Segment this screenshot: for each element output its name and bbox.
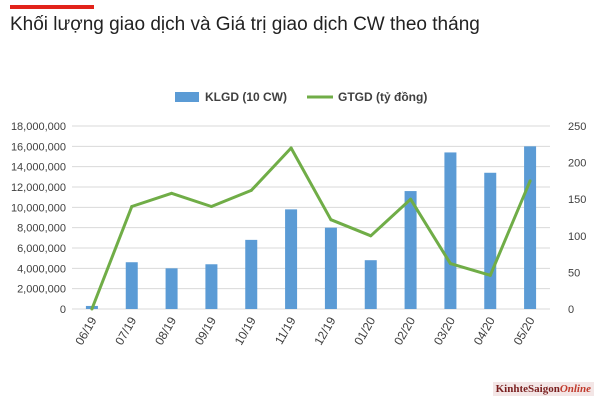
y-left-tick-label: 2,000,000 <box>17 284 66 296</box>
bar <box>165 268 178 309</box>
bar <box>205 264 218 309</box>
watermark-brand: KinhteSaigon <box>495 383 560 395</box>
line-point <box>209 205 213 209</box>
bar <box>285 209 298 309</box>
x-tick-label: 04/20 <box>471 314 498 347</box>
y-right-tick-label: 0 <box>568 304 574 316</box>
line-point <box>528 179 532 183</box>
y-left-tick-label: 0 <box>60 304 66 316</box>
y-right-tick-label: 50 <box>568 267 580 279</box>
bar <box>324 227 337 309</box>
x-tick-label: 08/19 <box>152 314 179 347</box>
line-point <box>90 307 94 311</box>
title-accent-bar <box>10 5 94 9</box>
legend-label-bar: KLGD (10 CW) <box>205 90 287 104</box>
y-left-tick-label: 4,000,000 <box>17 263 66 275</box>
x-tick-label: 06/19 <box>72 314 99 347</box>
line-point <box>329 218 333 222</box>
line-point <box>369 234 373 238</box>
line-point <box>289 146 293 150</box>
line-point <box>409 197 413 201</box>
y-left-tick-label: 18,000,000 <box>11 121 66 133</box>
x-tick-label: 12/19 <box>311 314 338 347</box>
y-right-tick-label: 150 <box>568 194 586 206</box>
bar <box>125 262 138 309</box>
y-right-tick-label: 200 <box>568 158 586 170</box>
bar <box>404 191 417 309</box>
bar <box>364 260 377 309</box>
legend-swatch-bar <box>175 92 199 102</box>
line-point <box>249 188 253 192</box>
line-point <box>170 191 174 195</box>
y-left-tick-label: 8,000,000 <box>17 223 66 235</box>
y-left-tick-label: 16,000,000 <box>11 141 66 153</box>
x-tick-label: 05/20 <box>511 314 538 347</box>
series-line <box>90 146 532 310</box>
bar <box>245 239 258 309</box>
x-tick-label: 10/19 <box>232 314 259 347</box>
page-title: Khối lượng giao dịch và Giá trị giao dịc… <box>10 14 480 35</box>
bar <box>524 146 537 309</box>
y-right-tick-label: 250 <box>568 121 586 133</box>
watermark-suffix: Online <box>559 383 591 395</box>
bar <box>444 152 457 309</box>
legend-label-line: GTGD (tỷ đồng) <box>338 90 427 104</box>
watermark-logo: KinhteSaigonOnline <box>492 382 594 396</box>
x-tick-label: 11/19 <box>272 314 299 347</box>
y-left-tick-label: 12,000,000 <box>11 182 66 194</box>
x-tick-label: 01/20 <box>351 314 378 347</box>
x-tick-label: 02/20 <box>391 314 418 347</box>
bar <box>484 172 497 309</box>
y-left-tick-label: 6,000,000 <box>17 243 66 255</box>
line-point <box>130 205 134 209</box>
y-left-tick-label: 10,000,000 <box>11 202 66 214</box>
line-point <box>448 262 452 266</box>
x-tick-label: 03/20 <box>431 314 458 347</box>
y-left-tick-label: 14,000,000 <box>11 162 66 174</box>
line-point <box>488 273 492 277</box>
x-tick-label: 07/19 <box>112 314 139 347</box>
y-right-tick-label: 100 <box>568 231 586 243</box>
x-tick-label: 09/19 <box>192 314 219 347</box>
